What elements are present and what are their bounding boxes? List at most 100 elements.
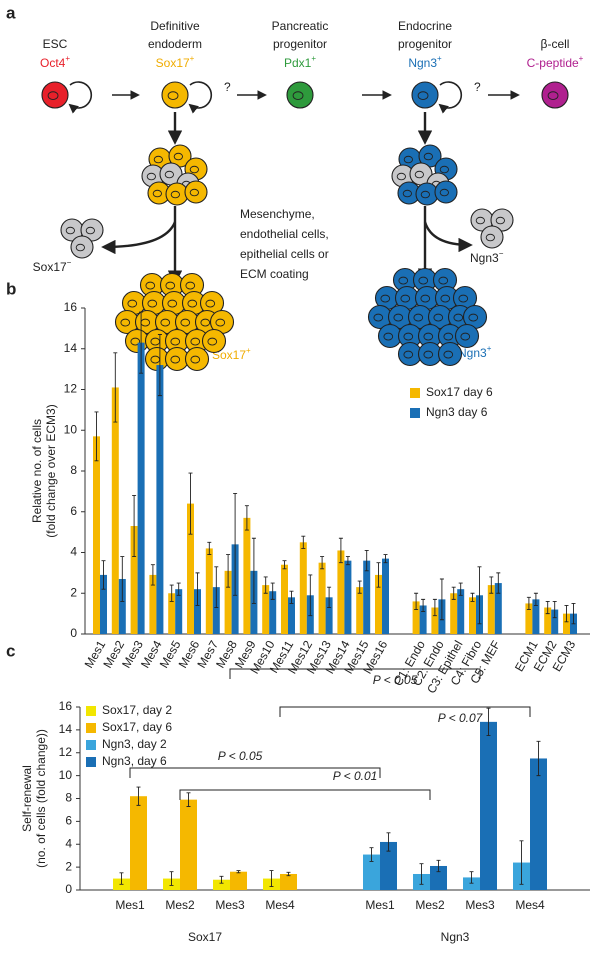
y-tick-label: 14	[59, 722, 73, 736]
nucleus	[413, 313, 424, 322]
bar	[380, 841, 397, 890]
nucleus	[200, 318, 211, 327]
error-bar	[251, 537, 256, 604]
error-bar	[376, 562, 381, 588]
bar	[118, 578, 126, 634]
nucleus	[167, 91, 179, 101]
legend-swatch	[410, 408, 420, 418]
error-bar	[244, 505, 249, 531]
bar	[288, 597, 295, 634]
significance-label: P < 0.01	[333, 769, 378, 783]
nucleus	[423, 152, 433, 161]
y-tick-label: 12	[59, 745, 73, 759]
nucleus	[47, 91, 59, 101]
nucleus	[439, 188, 449, 197]
nucleus	[433, 313, 444, 322]
nucleus	[485, 233, 495, 242]
error-bar	[386, 832, 391, 852]
cell	[201, 328, 227, 354]
group-label: Ngn3	[441, 930, 470, 944]
condition-text: ECM coating	[240, 267, 309, 281]
error-bar	[533, 592, 538, 606]
nucleus	[164, 170, 174, 179]
stage-name: Definitive	[150, 19, 200, 33]
stage-marker: C-peptide+	[527, 54, 584, 70]
nucleus	[398, 276, 409, 285]
error-bar	[536, 740, 541, 777]
nucleus	[130, 337, 141, 346]
nucleus	[152, 189, 162, 198]
cell	[286, 81, 314, 109]
stage-marker: Ngn3+	[408, 54, 442, 70]
error-bar	[219, 875, 224, 884]
error-bar	[139, 311, 144, 374]
error-bar	[364, 550, 369, 572]
significance-bracket	[179, 789, 431, 800]
error-bar	[150, 564, 155, 586]
group-label: Sox17	[188, 930, 222, 944]
stage-marker: Pdx1+	[284, 54, 316, 70]
bar	[205, 548, 213, 634]
nucleus	[417, 91, 429, 101]
cell	[184, 346, 210, 372]
panel-label: c	[6, 641, 15, 660]
bar	[412, 601, 420, 634]
y-tick-label: 10	[64, 422, 78, 436]
bar	[356, 587, 364, 634]
nucleus	[120, 318, 131, 327]
error-bar	[369, 847, 374, 862]
error-bar	[214, 566, 219, 608]
error-bar	[436, 859, 441, 873]
legend-label: Sox17, day 2	[102, 703, 172, 717]
error-bar	[470, 592, 475, 602]
bar	[530, 758, 547, 890]
nucleus	[468, 313, 479, 322]
population-label: Ngn3+	[458, 344, 492, 360]
nucleus	[458, 294, 469, 303]
bar	[130, 526, 138, 634]
x-tick-label: Mes4	[265, 898, 295, 912]
nucleus	[439, 165, 449, 174]
error-bar	[289, 590, 294, 604]
nucleus	[414, 170, 424, 179]
cell	[437, 341, 463, 367]
error-bar	[132, 495, 137, 558]
error-bar	[186, 792, 191, 807]
y-axis-label: Self-renewal	[20, 765, 34, 832]
bar	[363, 560, 371, 634]
bar	[212, 587, 220, 634]
bar	[551, 609, 559, 634]
error-bar	[101, 560, 106, 590]
y-tick-label: 12	[64, 382, 78, 396]
nucleus	[423, 332, 434, 341]
condition-text: Mesenchyme,	[240, 207, 315, 221]
error-bar	[526, 596, 531, 610]
arrow	[101, 221, 177, 255]
nucleus	[393, 313, 404, 322]
error-bar	[188, 472, 193, 535]
arrow	[423, 221, 473, 253]
y-tick-label: 4	[70, 545, 77, 559]
panel-label: b	[6, 279, 16, 298]
nucleus	[420, 294, 431, 303]
error-bar	[113, 352, 118, 423]
error-bar	[469, 871, 474, 884]
legend-swatch	[86, 740, 96, 750]
nucleus	[167, 299, 178, 308]
y-axis-label: (fold change over ECM3)	[44, 404, 58, 537]
error-bar	[414, 592, 419, 610]
bar	[243, 517, 251, 634]
bar	[187, 503, 194, 634]
bar	[100, 574, 107, 634]
nucleus	[215, 318, 226, 327]
stage-name: ESC	[43, 37, 68, 51]
y-tick-label: 4	[65, 836, 72, 850]
nucleus	[180, 318, 191, 327]
nucleus	[153, 155, 163, 164]
cell	[480, 225, 504, 249]
error-bar	[236, 870, 241, 874]
cell	[434, 180, 458, 204]
error-bar	[320, 556, 325, 570]
bar	[480, 721, 497, 890]
